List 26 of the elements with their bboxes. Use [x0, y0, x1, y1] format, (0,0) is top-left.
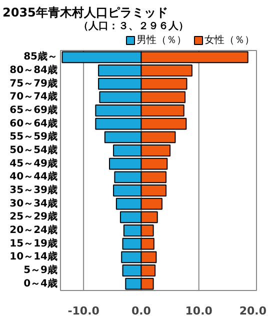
- y-tick-label: 10～14歳: [10, 250, 58, 263]
- y-tick-label: 5～9歳: [24, 264, 58, 276]
- y-tick-label: 20～24歳: [10, 224, 58, 236]
- y-tick-label: 75～79歳: [10, 77, 58, 90]
- x-tick-label: 0.0: [131, 304, 152, 318]
- y-tick-label: 15～19歳: [10, 237, 58, 250]
- x-tick-label: 20.0: [239, 304, 267, 318]
- legend-label: 女性（％）: [204, 34, 254, 46]
- y-tick-label: 80～84歳: [10, 64, 58, 76]
- y-tick-label: 65～69歳: [10, 104, 58, 116]
- x-tick-label: -10.0: [68, 304, 100, 318]
- y-tick-label: 40～44歳: [10, 170, 58, 183]
- y-tick-label: 25～29歳: [10, 210, 58, 223]
- y-tick-label: 60～64歳: [10, 117, 58, 130]
- y-tick-label: 0～4歳: [24, 277, 58, 290]
- y-tick-label: 45～49歳: [10, 157, 58, 170]
- y-tick-label: 50～54歳: [10, 144, 58, 156]
- chart-subtitle: （人口：３、２９６人）: [78, 20, 188, 32]
- y-tick-label: 35～39歳: [10, 184, 58, 196]
- legend-label: 男性（％）: [136, 34, 186, 46]
- y-tick-label: 30～34歳: [10, 197, 58, 210]
- x-tick-label: 10.0: [185, 304, 213, 318]
- y-tick-label: 55～59歳: [10, 130, 58, 143]
- y-tick-label: 70～74歳: [10, 90, 58, 103]
- chart-title: 2035年青木村人口ピラミッド: [2, 6, 168, 20]
- y-tick-label: 85歳～: [24, 50, 58, 63]
